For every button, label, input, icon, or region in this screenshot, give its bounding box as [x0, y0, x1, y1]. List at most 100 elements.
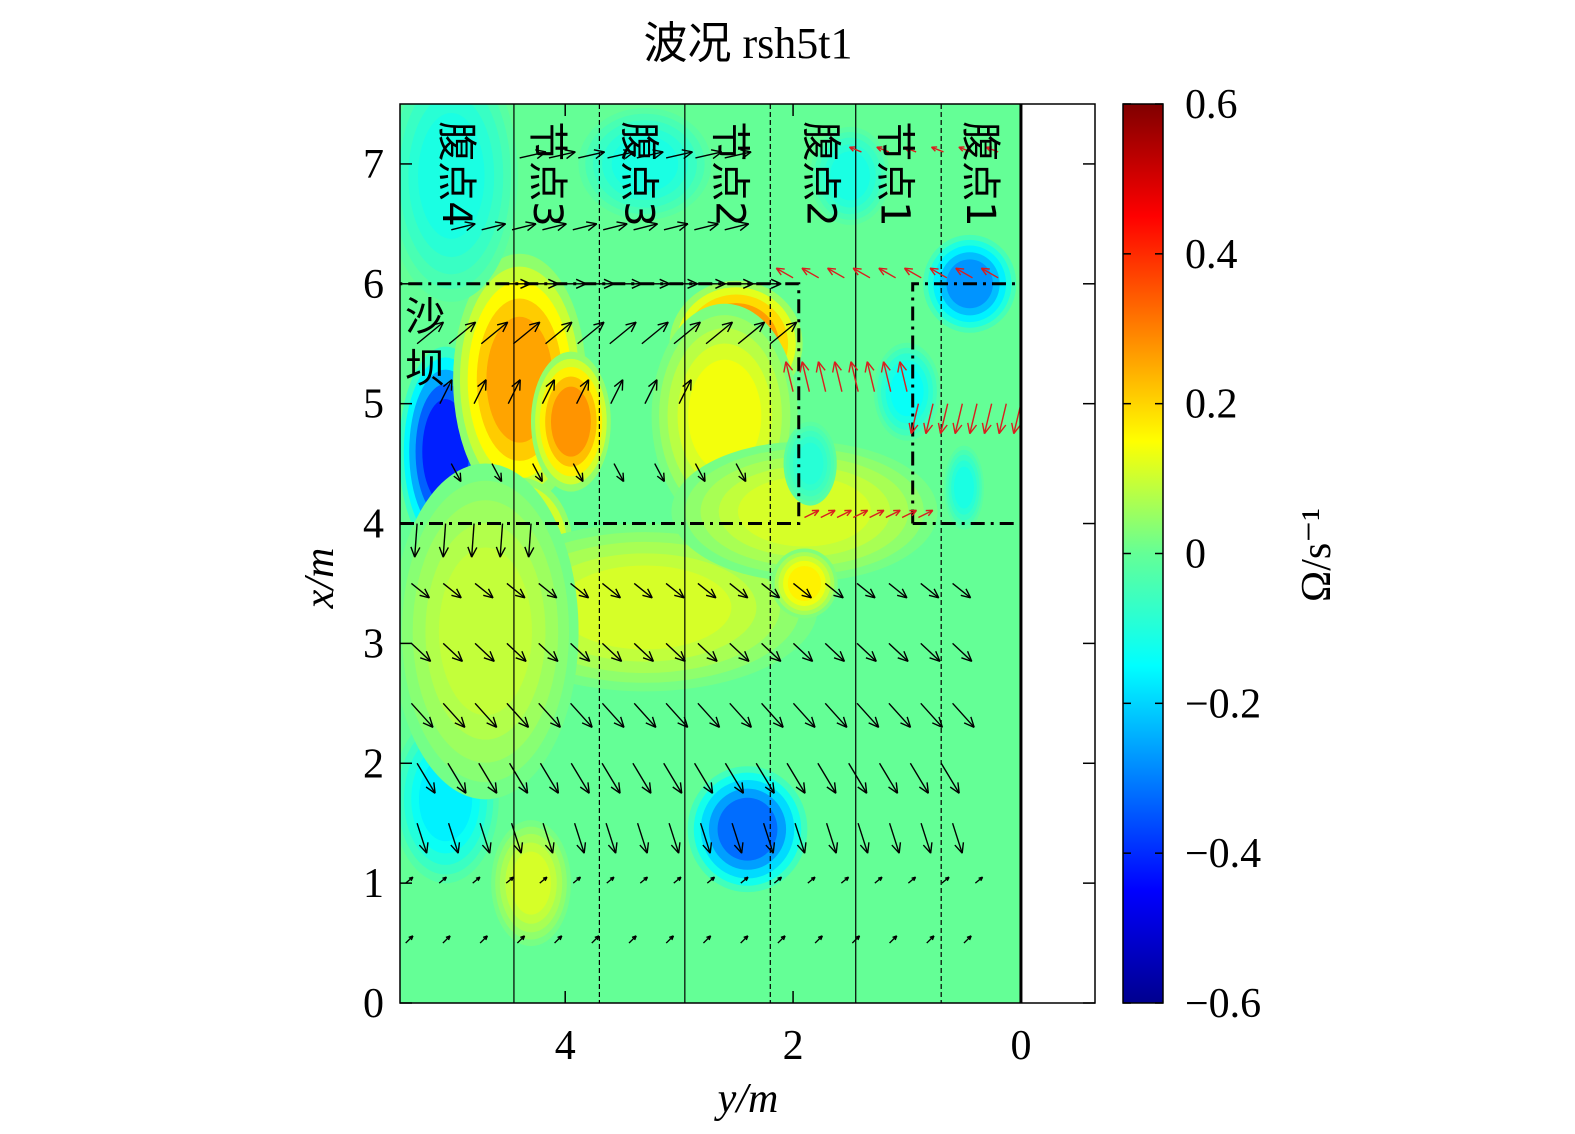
velocity-arrow [801, 267, 820, 279]
velocity-arrow [869, 509, 885, 519]
velocity-arrow [769, 321, 798, 345]
velocity-arrow [786, 762, 806, 794]
velocity-arrow [952, 702, 975, 728]
velocity-arrow [450, 463, 462, 483]
velocity-arrow [613, 463, 625, 483]
velocity-arrow [442, 702, 466, 728]
velocity-arrow [505, 876, 515, 884]
velocity-arrow [963, 935, 972, 944]
velocity-arrow [606, 876, 615, 884]
velocity-arrow [952, 403, 964, 435]
velocity-arrow [447, 762, 467, 794]
colorbar: 0.6 0.4 0.2 0 −0.2 −0.4 −0.6 [1122, 82, 1261, 1027]
velocity-arrow [920, 582, 940, 599]
velocity-arrow [705, 321, 734, 345]
zone-label-5: 节点1 [872, 121, 918, 226]
velocity-arrow [702, 935, 712, 944]
velocity-arrow [694, 221, 719, 232]
velocity-vectors [405, 146, 1021, 944]
velocity-arrow [735, 463, 747, 483]
velocity-arrow [442, 935, 451, 944]
velocity-arrow [416, 321, 445, 345]
velocity-arrow [724, 762, 745, 794]
velocity-arrow [996, 403, 1007, 435]
velocity-arrow [952, 582, 972, 599]
velocity-arrow [665, 582, 685, 599]
velocity-arrow [920, 642, 941, 663]
velocity-arrow [472, 876, 481, 884]
velocity-arrow [794, 822, 807, 854]
velocity-arrow [937, 403, 949, 435]
velocity-arrow [817, 762, 837, 794]
velocity-arrow [628, 935, 637, 944]
x-tick-label: 4 [555, 1023, 576, 1069]
colorbar-label: Ω/s⁻¹ [1294, 508, 1340, 602]
velocity-arrow [668, 822, 681, 854]
velocity-arrow [908, 403, 920, 435]
velocity-arrow [792, 702, 816, 728]
velocity-arrow [512, 321, 541, 345]
velocity-arrow [820, 509, 836, 519]
y-tick-label: 2 [363, 741, 384, 787]
velocity-arrow [542, 221, 567, 232]
velocity-arrow [952, 642, 973, 663]
y-tick-label: 4 [363, 502, 384, 548]
velocity-arrow [572, 463, 584, 483]
velocity-arrow [737, 321, 766, 345]
vorticity-field [400, 104, 1021, 1003]
velocity-arrow [940, 762, 960, 794]
velocity-arrow [697, 642, 718, 663]
velocity-arrow [783, 361, 794, 392]
velocity-arrow [665, 149, 693, 160]
velocity-arrow [410, 523, 421, 558]
velocity-arrow [610, 379, 624, 404]
velocity-arrow [678, 379, 692, 404]
velocity-arrow [633, 582, 653, 599]
velocity-arrow [985, 146, 999, 153]
velocity-arrow [410, 642, 432, 663]
velocity-arrow [926, 935, 935, 944]
velocity-arrow [591, 935, 600, 944]
velocity-arrow [967, 403, 978, 435]
zone-labels: 腹点4节点3腹点3节点2腹点2节点1腹点1沙坝丁坝 [405, 121, 1070, 586]
velocity-arrow [825, 822, 839, 854]
velocity-arrow [603, 221, 628, 232]
velocity-arrow [836, 509, 852, 519]
zone-lines [513, 104, 942, 1003]
velocity-arrow [804, 509, 820, 519]
velocity-arrow [706, 876, 716, 884]
axes: 0 1 2 3 4 5 6 7 4 2 0 [363, 103, 1096, 1069]
velocity-arrow [416, 762, 436, 794]
colorbar-tick-label: 0.6 [1185, 82, 1238, 128]
velocity-arrow [761, 582, 781, 599]
velocity-arrow [467, 523, 478, 558]
velocity-arrow [907, 876, 917, 884]
velocity-arrow [577, 321, 605, 345]
y-tick-label: 5 [363, 382, 384, 428]
velocity-arrow [755, 762, 775, 794]
velocity-arrow [665, 935, 675, 944]
velocity-arrow [699, 822, 713, 854]
velocity-arrow [532, 463, 543, 483]
velocity-arrow [864, 361, 876, 392]
velocity-arrow [878, 267, 896, 279]
velocity-arrow [799, 361, 811, 392]
x-axis-label: y/m [714, 1076, 779, 1122]
velocity-arrow [506, 642, 527, 663]
velocity-arrow [601, 702, 625, 728]
velocity-arrow [848, 146, 862, 153]
velocity-arrow [636, 149, 664, 160]
velocity-arrow [479, 822, 492, 854]
velocity-arrow [792, 582, 813, 599]
velocity-arrow [508, 762, 529, 794]
vortex-positive-8 [671, 441, 938, 582]
velocity-arrow [824, 582, 844, 599]
velocity-arrow [506, 582, 526, 599]
velocity-arrow [654, 463, 666, 483]
velocity-arrow [980, 267, 999, 279]
velocity-arrow [729, 702, 753, 728]
velocity-arrow [510, 822, 524, 854]
vortex-positive-19 [491, 820, 571, 947]
velocity-arrow [697, 582, 717, 599]
